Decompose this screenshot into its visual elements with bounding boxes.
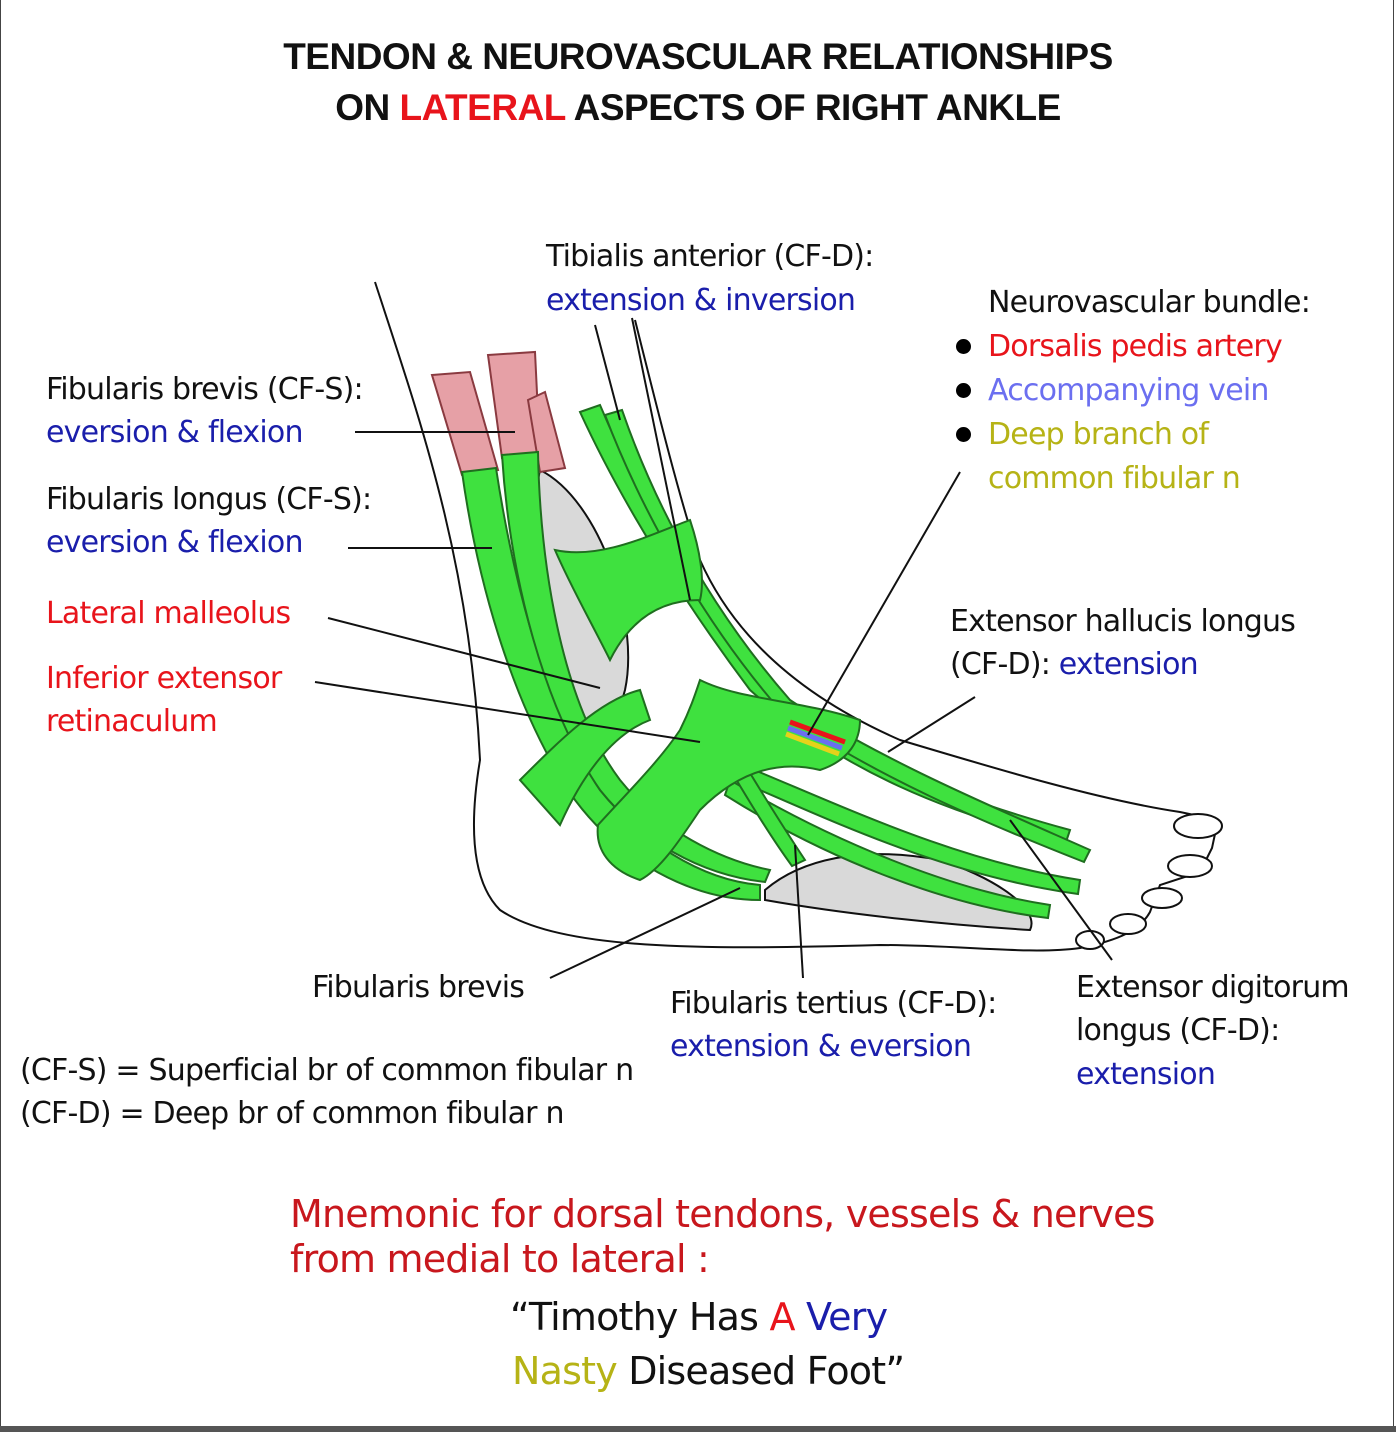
toe-3 — [1141, 887, 1183, 909]
label-inferior-extensor-2: retinaculum — [46, 704, 218, 739]
label-fibularis-brevis-action: eversion & flexion — [46, 415, 303, 450]
label-fibularis-tertius: Fibularis tertius (CF-D): — [670, 986, 997, 1021]
superior-extensor-retinaculum — [553, 518, 703, 663]
title-line-1: TENDON & NEUROVASCULAR RELATIONSHIPS — [283, 36, 1113, 77]
mnemonic-line-1: Mnemonic for dorsal tendons, vessels & n… — [290, 1192, 1155, 1236]
label-fibularis-longus-action: eversion & flexion — [46, 525, 303, 560]
toe-big — [1173, 813, 1223, 839]
leader-neurovascular — [807, 471, 961, 736]
label-ehl-1: Extensor hallucis longus — [950, 604, 1296, 639]
bullet-dot — [956, 383, 971, 398]
label-ehl-2: (CF-D): extension — [950, 643, 1199, 687]
quote-very: Very — [805, 1295, 888, 1339]
nv-item-nerve: Deep branch of — [950, 413, 1282, 457]
title-line-2-post: ASPECTS OF RIGHT ANKLE — [573, 87, 1062, 128]
label-edl-1: Extensor digitorum — [1076, 970, 1350, 1005]
toe-2 — [1167, 854, 1213, 878]
leader-inferior-extensor — [314, 681, 701, 743]
label-fibularis-brevis-bottom: Fibularis brevis — [312, 970, 525, 1005]
legend-cfs: (CF-S) = Superficial br of common fibula… — [20, 1053, 634, 1088]
label-ehl-code: (CF-D): — [950, 647, 1051, 682]
mnemonic-quote-line-1: “Timothy Has A Very — [510, 1295, 888, 1339]
nv-artery-text: Dorsalis pedis artery — [988, 329, 1283, 364]
ehl-tendon — [603, 408, 1092, 864]
label-ehl-action: extension — [1058, 647, 1199, 682]
accompanying-vein — [787, 725, 843, 751]
legend-cfd: (CF-D) = Deep br of common fibular n — [20, 1096, 564, 1131]
label-edl-2: longus (CF-D): — [1076, 1013, 1280, 1048]
leader-edl — [1009, 819, 1113, 961]
label-neurovascular-heading: Neurovascular bundle: — [988, 285, 1311, 320]
nv-nerve-text-cont: common fibular n — [988, 461, 1241, 496]
title-line-2-pre: ON — [335, 87, 390, 128]
nv-nerve-text: Deep branch of — [988, 417, 1209, 452]
bullet-dot — [956, 339, 971, 354]
bottom-border — [0, 1426, 1396, 1432]
label-edl-action: extension — [1076, 1057, 1216, 1092]
label-inferior-extensor-1: Inferior extensor — [46, 661, 282, 696]
dorsalis-pedis-artery — [789, 719, 846, 745]
title-line-2: ON LATERAL ASPECTS OF RIGHT ANKLE — [0, 87, 1396, 129]
bullet-dot — [956, 427, 971, 442]
title-lateral-highlight: LATERAL — [399, 87, 566, 128]
retinaculum-band-lower — [518, 688, 652, 827]
leader-ehl — [887, 696, 976, 753]
leader-fibularis-brevis-bottom — [549, 887, 741, 979]
nv-item-artery: Dorsalis pedis artery — [950, 325, 1283, 369]
label-fibularis-brevis: Fibularis brevis (CF-S): — [46, 372, 364, 407]
leader-tibialis-anterior-1 — [594, 324, 621, 421]
label-tibialis-anterior-action: extension & inversion — [546, 283, 856, 318]
quote-a: A — [769, 1295, 795, 1339]
label-tibialis-anterior: Tibialis anterior (CF-D): — [546, 239, 874, 274]
deep-fibular-nerve — [785, 731, 840, 757]
label-fibularis-longus: Fibularis longus (CF-S): — [46, 482, 372, 517]
fibularis-brevis-muscle — [430, 370, 500, 477]
fibularis-longus-tendon — [500, 450, 772, 884]
toe-4 — [1109, 913, 1147, 935]
leader-fibularis-tertius — [794, 844, 804, 979]
label-fibularis-tertius-action: extension & eversion — [670, 1029, 972, 1064]
leader-lateral-malleolus — [327, 617, 601, 689]
mnemonic-quote-line-2: Nasty Diseased Foot” — [512, 1349, 905, 1393]
nv-vein-text: Accompanying vein — [988, 373, 1269, 408]
label-lateral-malleolus: Lateral malleolus — [46, 596, 291, 631]
toe-5 — [1075, 930, 1105, 950]
quote-nasty: Nasty — [512, 1349, 618, 1393]
quote-timothy: “Timothy Has — [510, 1295, 759, 1339]
nv-item-vein: Accompanying vein — [950, 369, 1282, 413]
edl-tendon-2 — [723, 778, 1052, 920]
mnemonic-line-2: from medial to lateral : — [290, 1237, 710, 1281]
edl-tendon-1 — [723, 758, 1082, 896]
leader-tibialis-anterior-2 — [631, 317, 691, 601]
neurovascular-list: Dorsalis pedis artery Accompanying vein … — [950, 325, 1283, 501]
quote-diseased-foot: Diseased Foot” — [628, 1349, 905, 1393]
